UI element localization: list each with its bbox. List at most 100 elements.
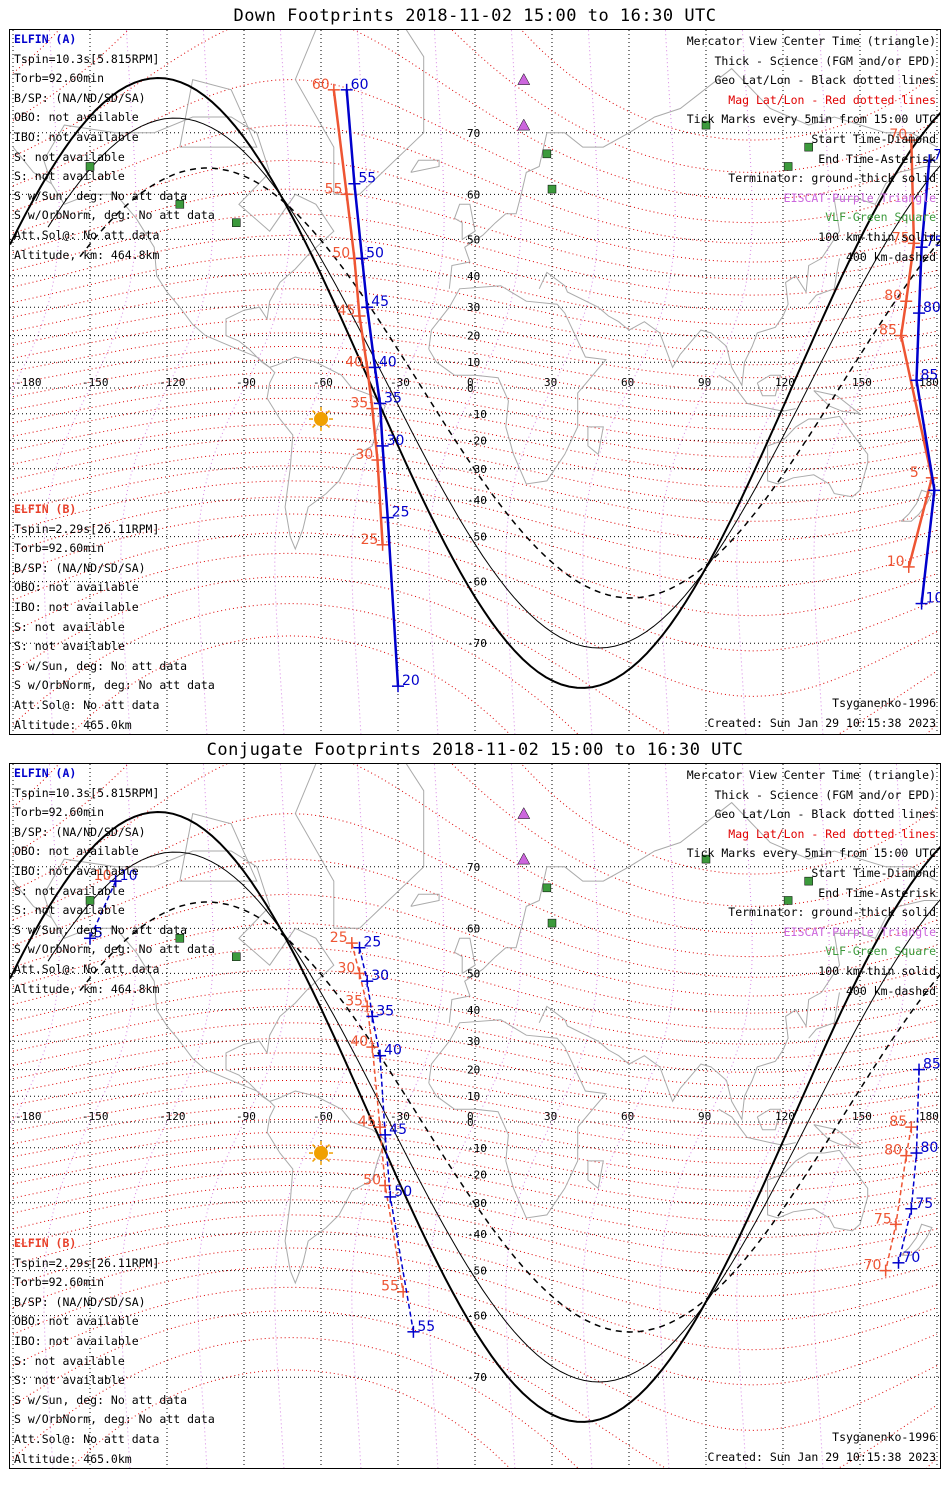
vlf-square-icon bbox=[232, 952, 241, 961]
lat-tick-label: 60 bbox=[467, 188, 480, 201]
lon-tick-label: 90 bbox=[698, 1110, 711, 1123]
sun-ray bbox=[326, 1144, 331, 1148]
sat-info-line: Tspin=2.29s[26.11RPM] bbox=[14, 1255, 160, 1270]
legend-entry: 100 km-thin solid bbox=[818, 963, 936, 978]
created-label-conj: Created: Sun Jan 29 10:15:38 2023 bbox=[707, 1450, 936, 1464]
sat-info-line: B/SP: (NA/ND/SD/SA) bbox=[14, 90, 146, 105]
mag-lat-line bbox=[12, 359, 938, 417]
vlf-square-icon bbox=[175, 200, 185, 209]
lat-tick-label: -30 bbox=[467, 463, 487, 476]
mag-lat-line bbox=[12, 1184, 938, 1256]
lon-tick-label: 0 bbox=[467, 1110, 474, 1123]
sat-b-tick-label: 70 bbox=[864, 1258, 882, 1274]
coastline bbox=[587, 1160, 604, 1190]
mag-lat-line bbox=[12, 397, 938, 458]
coastline bbox=[266, 1090, 386, 1285]
sat-info-line: IBO: not available bbox=[14, 599, 139, 614]
lat-tick-label: 10 bbox=[467, 1090, 480, 1103]
sat-info-line: S w/OrbNorm, deg: No att data bbox=[14, 208, 215, 223]
lat-tick-label: 40 bbox=[467, 270, 480, 283]
lat-tick-label: -40 bbox=[467, 1228, 487, 1241]
sat-info-line: B/SP: (NA/ND/SD/SA) bbox=[14, 824, 146, 839]
eiscat-triangle-icon bbox=[517, 73, 531, 85]
sat-a-tick-label: 35 bbox=[384, 390, 402, 406]
coastline bbox=[448, 801, 938, 1023]
sat-a-tick-label: 45 bbox=[371, 294, 389, 310]
coastline bbox=[428, 285, 607, 485]
lat-tick-label: -40 bbox=[467, 494, 487, 507]
map-canvas-down: -180 -150 -120 -90 -60 -30 0 30 60 90 120 150 180-70… bbox=[10, 30, 941, 734]
lon-tick-label: -60 bbox=[313, 1110, 333, 1123]
lon-tick-label: -90 bbox=[236, 1110, 256, 1123]
mag-lat-line bbox=[12, 764, 938, 875]
sat-b-tick-label: 40 bbox=[350, 1034, 368, 1050]
lat-tick-label: 20 bbox=[467, 330, 480, 343]
coastline bbox=[813, 1124, 862, 1149]
lat-tick-label: 20 bbox=[467, 1064, 480, 1077]
vlf-square-icon bbox=[701, 120, 711, 130]
coastline bbox=[808, 258, 840, 305]
lat-tick-label: -20 bbox=[467, 434, 487, 447]
lat-tick-label: -20 bbox=[467, 1168, 487, 1181]
lat-tick-label: 10 bbox=[467, 356, 480, 369]
sat-a-tick-label: 55 bbox=[417, 1319, 435, 1335]
sat-b-tick-label: 5 bbox=[910, 465, 919, 481]
sat-b-tick-label: 55 bbox=[325, 181, 343, 197]
mag-lat-line bbox=[12, 1144, 938, 1207]
lon-tick-label: 60 bbox=[621, 376, 634, 389]
sat-a-tick-label: 80 bbox=[923, 300, 941, 316]
sat-b-tick-label: 25 bbox=[330, 930, 348, 946]
lat-tick-label: -50 bbox=[467, 1265, 487, 1278]
created-label-down: Created: Sun Jan 29 10:15:38 2023 bbox=[707, 716, 936, 730]
sat-b-tick-label: 45 bbox=[358, 1114, 376, 1130]
coastline bbox=[179, 812, 258, 882]
sat-b-info-conj: ELFIN (B) Tspin=2.29s[26.11RPM] Torb=92.60… bbox=[14, 1234, 215, 1468]
sat-a-tick-label: 25 bbox=[364, 935, 382, 951]
lat-tick-label: -30 bbox=[467, 1197, 487, 1210]
mag-lat-line bbox=[12, 124, 938, 244]
sat-b-tick-label: 30 bbox=[355, 447, 373, 463]
legend-entry: Mag Lat/Lon - Red dotted lines bbox=[728, 92, 936, 107]
lat-tick-label: -70 bbox=[467, 1371, 487, 1384]
lon-tick-label: -30 bbox=[390, 376, 410, 389]
coastline bbox=[448, 67, 938, 289]
mag-lat-line bbox=[12, 1199, 938, 1276]
vlf-square-icon bbox=[85, 162, 95, 171]
sat-b-tick-label: 40 bbox=[345, 354, 363, 370]
coastline bbox=[43, 116, 335, 368]
sat-b-tick-label: 75 bbox=[874, 1211, 892, 1227]
terminator-100km bbox=[47, 851, 940, 1383]
lon-tick-label: 150 bbox=[852, 376, 872, 389]
sat-info-line: B/SP: (NA/ND/SD/SA) bbox=[14, 560, 146, 575]
mag-lat-line bbox=[12, 1286, 938, 1431]
mag-lat-line bbox=[12, 318, 938, 379]
sat-b-tick-label: 80 bbox=[884, 1143, 902, 1159]
map-frame-down: -180 -150 -120 -90 -60 -30 0 30 60 90 120 150 180 -70… bbox=[9, 29, 941, 735]
coastline bbox=[454, 203, 476, 241]
sat-a-tick-label: 40 bbox=[379, 354, 397, 370]
sat-info-line: Att.Sol@: No att data bbox=[14, 697, 160, 712]
sat-info-line: S w/Sun, deg: No att data bbox=[14, 1392, 188, 1407]
legend-entry: Terminator: ground-thick solid bbox=[728, 171, 936, 186]
coastline bbox=[900, 489, 933, 522]
mag-lat-line bbox=[12, 450, 938, 522]
mag-lat-line bbox=[12, 1214, 938, 1297]
sat-a-tick-label: 10 bbox=[926, 591, 941, 607]
legend-entry: EISCAT-Purple Triangle bbox=[783, 924, 936, 939]
sat-info-line: OBO: not available bbox=[14, 110, 139, 125]
sat-a-tick-label: 70 bbox=[902, 1250, 920, 1266]
mag-lat-line bbox=[12, 1310, 938, 1468]
sat-a-tick-label: 50 bbox=[366, 245, 384, 261]
sat-b-track bbox=[899, 140, 934, 568]
vlf-square-icon bbox=[542, 883, 552, 893]
legend-entry: Start Time-Diamond bbox=[811, 131, 936, 146]
vlf-square-icon bbox=[547, 918, 557, 928]
lon-tick-label: -150 bbox=[82, 1110, 109, 1123]
vlf-square-icon bbox=[701, 854, 711, 864]
sat-info-line: IBO: not available bbox=[14, 129, 139, 144]
terminator-400km bbox=[79, 901, 940, 1333]
legend-entry: Mercator View Center Time (triangle) bbox=[686, 768, 936, 782]
sat-b-tick-label: 55 bbox=[381, 1279, 399, 1295]
coastline bbox=[767, 415, 869, 498]
mag-lat-line bbox=[12, 1066, 938, 1126]
